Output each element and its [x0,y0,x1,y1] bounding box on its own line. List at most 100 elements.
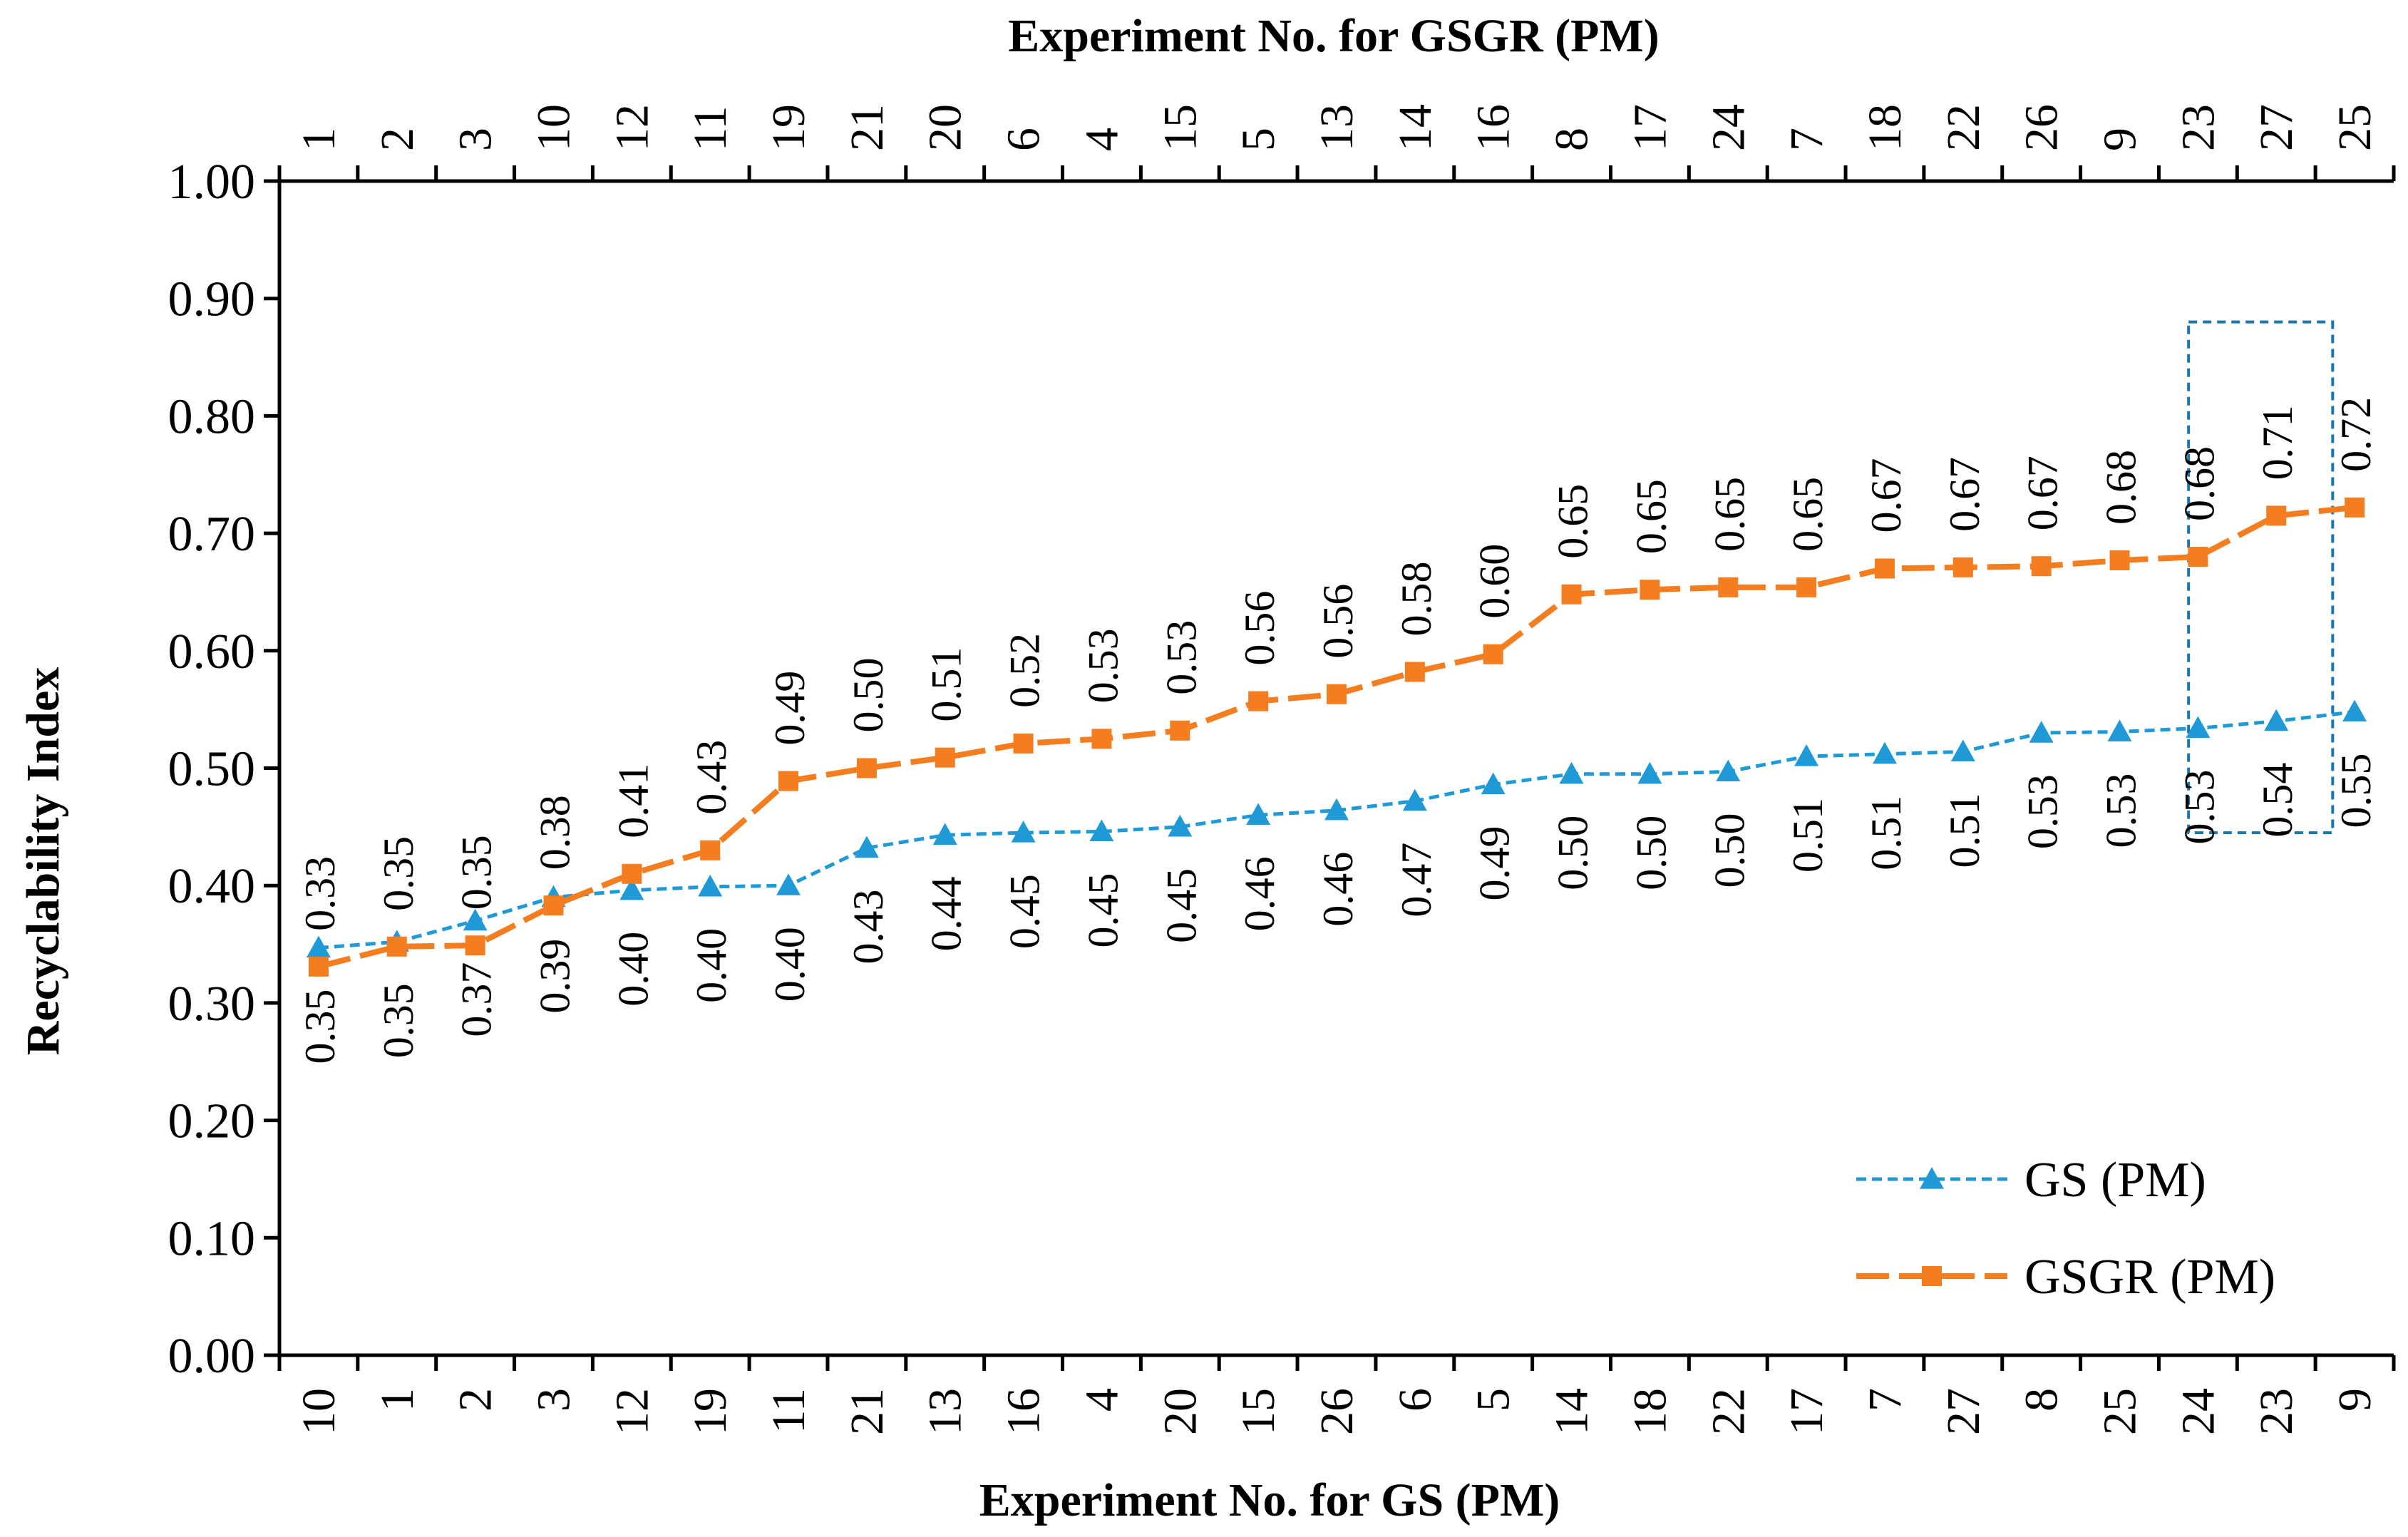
gsgr-data-label: 0.33 [297,856,344,931]
highlight-box [2187,320,2335,835]
x-tick-label-top: 17 [1624,104,1676,151]
y-tick-label: 0.10 [168,1211,256,1266]
x-tick-label-bottom: 15 [1233,1388,1285,1435]
gsgr-point-marker [778,771,799,791]
gsgr-data-label: 0.52 [1002,633,1049,708]
gsgr-data-label: 0.67 [2019,456,2067,530]
gs-data-label: 0.51 [1784,798,1831,873]
gsgr-data-label: 0.67 [1941,457,1988,532]
x-tick-label-bottom: 19 [684,1388,736,1435]
gsgr-data-label: 0.65 [1784,477,1831,552]
gs-point-marker [306,935,331,958]
gs-data-label: 0.37 [453,962,500,1037]
x-tick-label-top: 5 [1233,128,1285,151]
gsgr-point-marker [1952,557,1973,577]
x-tick-label-bottom: 18 [1624,1388,1676,1435]
legend-gs-marker [1920,1167,1944,1189]
gs-data-label: 0.43 [845,889,892,964]
x-tick-label-top: 11 [684,106,736,151]
gsgr-point-marker [2188,547,2208,567]
gs-data-label: 0.35 [375,983,422,1058]
gsgr-data-label: 0.35 [375,836,422,911]
y-tick-label: 0.70 [168,507,256,562]
gsgr-data-label: 0.38 [531,795,578,870]
gsgr-point-marker [1327,684,1347,704]
gs-point-marker [776,873,801,895]
gsgr-data-label: 0.53 [1158,620,1205,695]
gsgr-data-label: 0.65 [1627,479,1674,554]
gsgr-point-marker [465,935,485,956]
x-tick-label-bottom: 12 [606,1388,658,1435]
gs-point-marker [463,908,488,931]
gsgr-data-label: 0.35 [453,835,500,910]
gsgr-point-marker [1640,580,1660,600]
x-tick-label-bottom: 8 [2016,1388,2068,1412]
gs-data-label: 0.40 [766,927,813,1002]
gs-data-label: 0.40 [688,928,735,1003]
x-tick-label-bottom: 7 [1859,1388,1911,1412]
gsgr-data-label: 0.65 [1550,484,1597,559]
gsgr-point-marker [1561,584,1582,605]
gsgr-point-marker [1248,691,1269,711]
x-tick-label-bottom: 25 [2094,1388,2146,1435]
gs-data-label: 0.51 [1863,796,1910,870]
gs-point-marker [1637,761,1662,784]
x-tick-label-top: 16 [1468,104,1520,151]
gs-data-label: 0.50 [1706,813,1753,888]
x-tick-label-bottom: 26 [1311,1388,1363,1435]
gsgr-point-marker [1483,644,1503,664]
gs-data-label: 0.47 [1393,843,1440,917]
y-tick-label: 0.30 [168,977,256,1032]
gs-point-marker [2029,721,2054,743]
gs-point-marker [1168,814,1193,837]
x-tick-label-bottom: 13 [920,1388,972,1435]
gs-data-label: 0.46 [1236,856,1283,931]
x-tick-label-top: 7 [1781,128,1833,151]
x-tick-label-top: 13 [1311,104,1363,151]
gsgr-data-label: 0.49 [766,671,813,746]
gsgr-data-label: 0.72 [2332,397,2379,472]
gs-data-label: 0.53 [2176,770,2223,845]
x-tick-label-bottom: 24 [2172,1388,2224,1435]
gs-point-marker [2264,709,2289,731]
gsgr-point-marker [386,936,407,957]
gsgr-data-label: 0.43 [688,740,735,815]
gsgr-data-label: 0.58 [1393,561,1440,636]
x-tick-label-bottom: 23 [2250,1388,2302,1435]
x-tick-label-top: 18 [1859,104,1911,151]
gsgr-point-marker [1796,577,1817,597]
gs-point-marker [1872,741,1897,764]
gsgr-point-marker [935,747,955,768]
y-tick-label: 1.00 [168,155,256,210]
gs-point-marker [1011,821,1036,843]
legend-gsgr-label: GSGR (PM) [2024,1250,2275,1305]
gs-data-label: 0.50 [1627,816,1674,890]
x-tick-label-bottom: 9 [2329,1388,2381,1412]
x-tick-label-top: 22 [1938,104,1990,151]
x-tick-label-top: 20 [920,104,972,151]
gs-point-marker [1794,744,1819,766]
gsgr-point-marker [2266,505,2287,526]
gsgr-point-marker [1718,577,1739,597]
legend-gsgr-marker [1922,1266,1942,1286]
gsgr-point-marker [1874,558,1895,579]
x-tick-label-top: 15 [1154,104,1206,151]
gs-data-label: 0.45 [1079,873,1126,947]
x-tick-label-bottom: 16 [998,1388,1050,1435]
gs-data-label: 0.45 [1002,874,1049,949]
y-tick-label: 0.40 [168,859,256,914]
x-tick-label-bottom: 6 [1389,1388,1441,1412]
gs-point-marker [1324,798,1349,821]
x-tick-label-top: 10 [528,104,580,151]
x-tick-label-top: 26 [2016,104,2068,151]
y-tick-label: 0.60 [168,624,256,679]
x-tick-label-bottom: 20 [1154,1388,1206,1435]
x-tick-label-top: 21 [841,104,893,151]
x-tick-label-top: 12 [606,104,658,151]
gsgr-point-marker [622,863,642,884]
gs-point-marker [1089,819,1114,842]
gs-data-label: 0.46 [1314,852,1362,927]
x-tick-label-bottom: 21 [841,1388,893,1435]
x-tick-label-top: 3 [450,128,502,151]
